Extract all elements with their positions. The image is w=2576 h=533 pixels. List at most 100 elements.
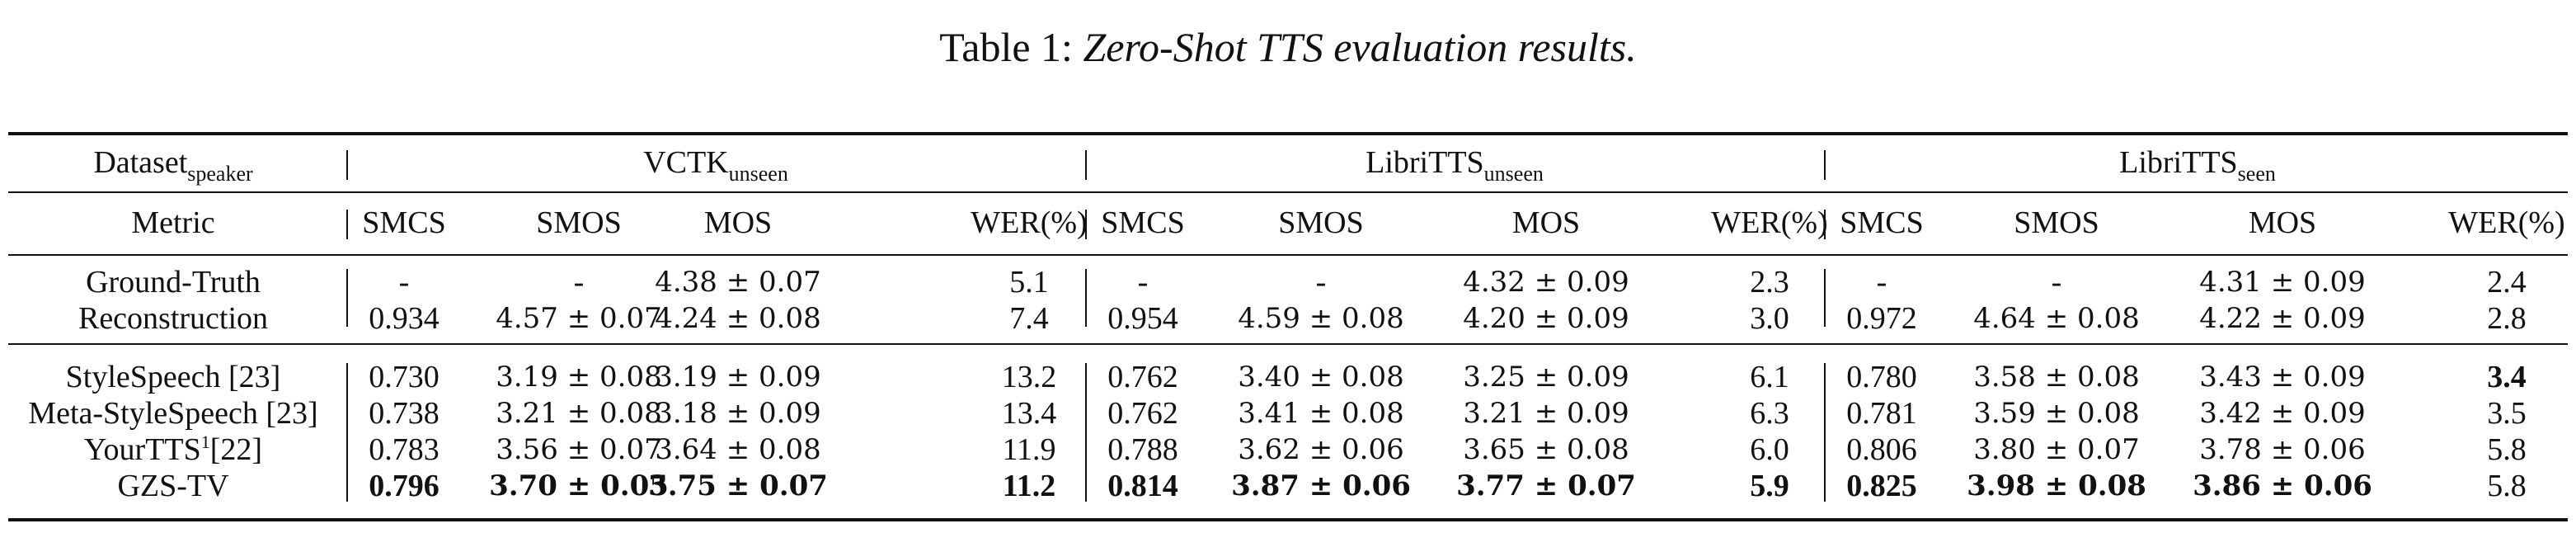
table-cell: 0.825 xyxy=(1846,469,1917,503)
metric-label: SMCS xyxy=(362,205,446,240)
caption-prefix: Table 1: xyxy=(939,24,1084,70)
table-cell: 3.21 ± 0.09 xyxy=(1463,397,1629,430)
table-cell: 0.972 xyxy=(1846,301,1917,336)
table-cell: - xyxy=(573,265,585,300)
table-cell: 4.24 ± 0.08 xyxy=(655,302,821,335)
table-cell: 3.87 ± 0.06 xyxy=(1231,469,1411,502)
column-separator xyxy=(346,210,348,239)
table-cell: 4.22 ± 0.09 xyxy=(2199,302,2366,335)
table-cell: 0.730 xyxy=(369,360,440,394)
caption-title: Zero-Shot TTS evaluation results. xyxy=(1083,24,1637,70)
group-header: LibriTTSseen xyxy=(2119,145,2276,186)
row-label: Ground-Truth xyxy=(86,265,261,300)
column-separator xyxy=(346,150,348,180)
group-header: LibriTTSunseen xyxy=(1366,145,1544,186)
table-cell: 3.64 ± 0.08 xyxy=(655,433,821,466)
row-label: StyleSpeech [23] xyxy=(65,360,281,394)
metric-label: MOS xyxy=(703,205,773,240)
table-cell: 11.2 xyxy=(1002,469,1056,503)
table-cell: 13.2 xyxy=(1001,360,1057,394)
table-cell: 3.86 ± 0.06 xyxy=(2193,469,2372,502)
table-cell: 0.762 xyxy=(1107,396,1178,431)
table-cell: 3.65 ± 0.08 xyxy=(1463,433,1629,466)
table-cell: 7.4 xyxy=(1009,301,1049,336)
metric-header: Metric xyxy=(131,205,215,240)
table-cell: 0.934 xyxy=(369,301,440,336)
table-cell: 3.18 ± 0.09 xyxy=(655,397,821,430)
table-cell: 3.43 ± 0.09 xyxy=(2199,361,2366,394)
table-cell: 0.780 xyxy=(1846,360,1917,394)
table-cell: 3.98 ± 0.08 xyxy=(1967,469,2146,502)
table-cell: 4.64 ± 0.08 xyxy=(1973,302,2140,335)
metric-label: WER(%) xyxy=(1711,205,1828,240)
table-cell: 0.954 xyxy=(1107,301,1178,336)
row-label: YourTTS1[22] xyxy=(83,432,263,467)
table-cell: 3.4 xyxy=(2487,360,2527,394)
table-cell: 6.0 xyxy=(1750,432,1789,467)
table-cell: 3.41 ± 0.08 xyxy=(1238,397,1404,430)
metric-label: MOS xyxy=(2248,205,2317,240)
table-cell: 3.77 ± 0.07 xyxy=(1456,469,1636,502)
table-rule xyxy=(8,518,2568,521)
table-rule xyxy=(8,343,2568,345)
table-caption: Table 1: Zero-Shot TTS evaluation result… xyxy=(0,18,2576,76)
column-separator xyxy=(1085,363,1087,502)
metric-label: WER(%) xyxy=(2448,205,2565,240)
table-cell: 0.762 xyxy=(1107,360,1178,394)
table-cell: - xyxy=(1876,265,1887,300)
table-cell: 6.3 xyxy=(1750,396,1789,431)
metric-label: SMCS xyxy=(1840,205,1924,240)
table-cell: 3.21 ± 0.08 xyxy=(496,397,662,430)
table-rule xyxy=(8,191,2568,193)
group-header: VCTKunseen xyxy=(643,145,788,186)
table-cell: 4.38 ± 0.07 xyxy=(655,266,821,299)
table-cell: 3.5 xyxy=(2487,396,2527,431)
table-cell: - xyxy=(1137,265,1149,300)
column-separator xyxy=(1824,363,1826,502)
table-cell: 5.9 xyxy=(1750,469,1789,503)
table-cell: 0.781 xyxy=(1846,396,1917,431)
table-cell: 3.78 ± 0.06 xyxy=(2199,433,2366,466)
table-cell: 3.40 ± 0.08 xyxy=(1238,361,1404,394)
metric-label: SMOS xyxy=(2014,205,2099,240)
metric-label: WER(%) xyxy=(971,205,1088,240)
table-cell: 3.62 ± 0.06 xyxy=(1238,433,1404,466)
column-separator xyxy=(1085,210,1087,239)
table-cell: 3.0 xyxy=(1750,301,1789,336)
table-cell: 4.31 ± 0.09 xyxy=(2199,266,2366,299)
table-cell: 5.1 xyxy=(1009,265,1049,300)
dataset-speaker-header: Datasetspeaker xyxy=(93,145,253,186)
table-cell: 5.8 xyxy=(2487,432,2527,467)
table-cell: 3.75 ± 0.07 xyxy=(648,469,828,502)
table-cell: 0.796 xyxy=(369,469,440,503)
table-cell: 11.9 xyxy=(1002,432,1056,467)
table-cell: 4.57 ± 0.07 xyxy=(496,302,662,335)
table-cell: 2.3 xyxy=(1750,265,1789,300)
table-cell: 3.42 ± 0.09 xyxy=(2199,397,2366,430)
table-cell: 3.19 ± 0.08 xyxy=(496,361,662,394)
table-cell: 3.59 ± 0.08 xyxy=(1973,397,2140,430)
table-cell: 5.8 xyxy=(2487,469,2527,503)
table-cell: 3.25 ± 0.09 xyxy=(1463,361,1629,394)
column-separator xyxy=(346,363,348,502)
metric-label: SMOS xyxy=(536,205,622,240)
metric-label: MOS xyxy=(1511,205,1581,240)
table-cell: 3.19 ± 0.09 xyxy=(655,361,821,394)
table-cell: 3.70 ± 0.05 xyxy=(489,469,669,502)
column-separator xyxy=(1824,150,1826,180)
table-cell: 0.806 xyxy=(1846,432,1917,467)
table-cell: 4.32 ± 0.09 xyxy=(1463,266,1629,299)
metric-label: SMCS xyxy=(1101,205,1185,240)
table-cell: - xyxy=(1315,265,1327,300)
column-separator xyxy=(1085,269,1087,327)
table-cell: 3.80 ± 0.07 xyxy=(1973,433,2140,466)
column-separator xyxy=(1085,150,1087,180)
table-cell: 0.814 xyxy=(1107,469,1178,503)
metric-label: SMOS xyxy=(1278,205,1364,240)
table-cell: 6.1 xyxy=(1750,360,1789,394)
table-rule xyxy=(8,132,2568,135)
column-separator xyxy=(1824,269,1826,327)
table-cell: 4.20 ± 0.09 xyxy=(1463,302,1629,335)
table-cell: 0.738 xyxy=(369,396,440,431)
table-cell: 0.788 xyxy=(1107,432,1178,467)
